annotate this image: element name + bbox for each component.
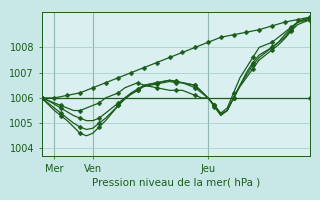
X-axis label: Pression niveau de la mer( hPa ): Pression niveau de la mer( hPa ) <box>92 178 260 188</box>
